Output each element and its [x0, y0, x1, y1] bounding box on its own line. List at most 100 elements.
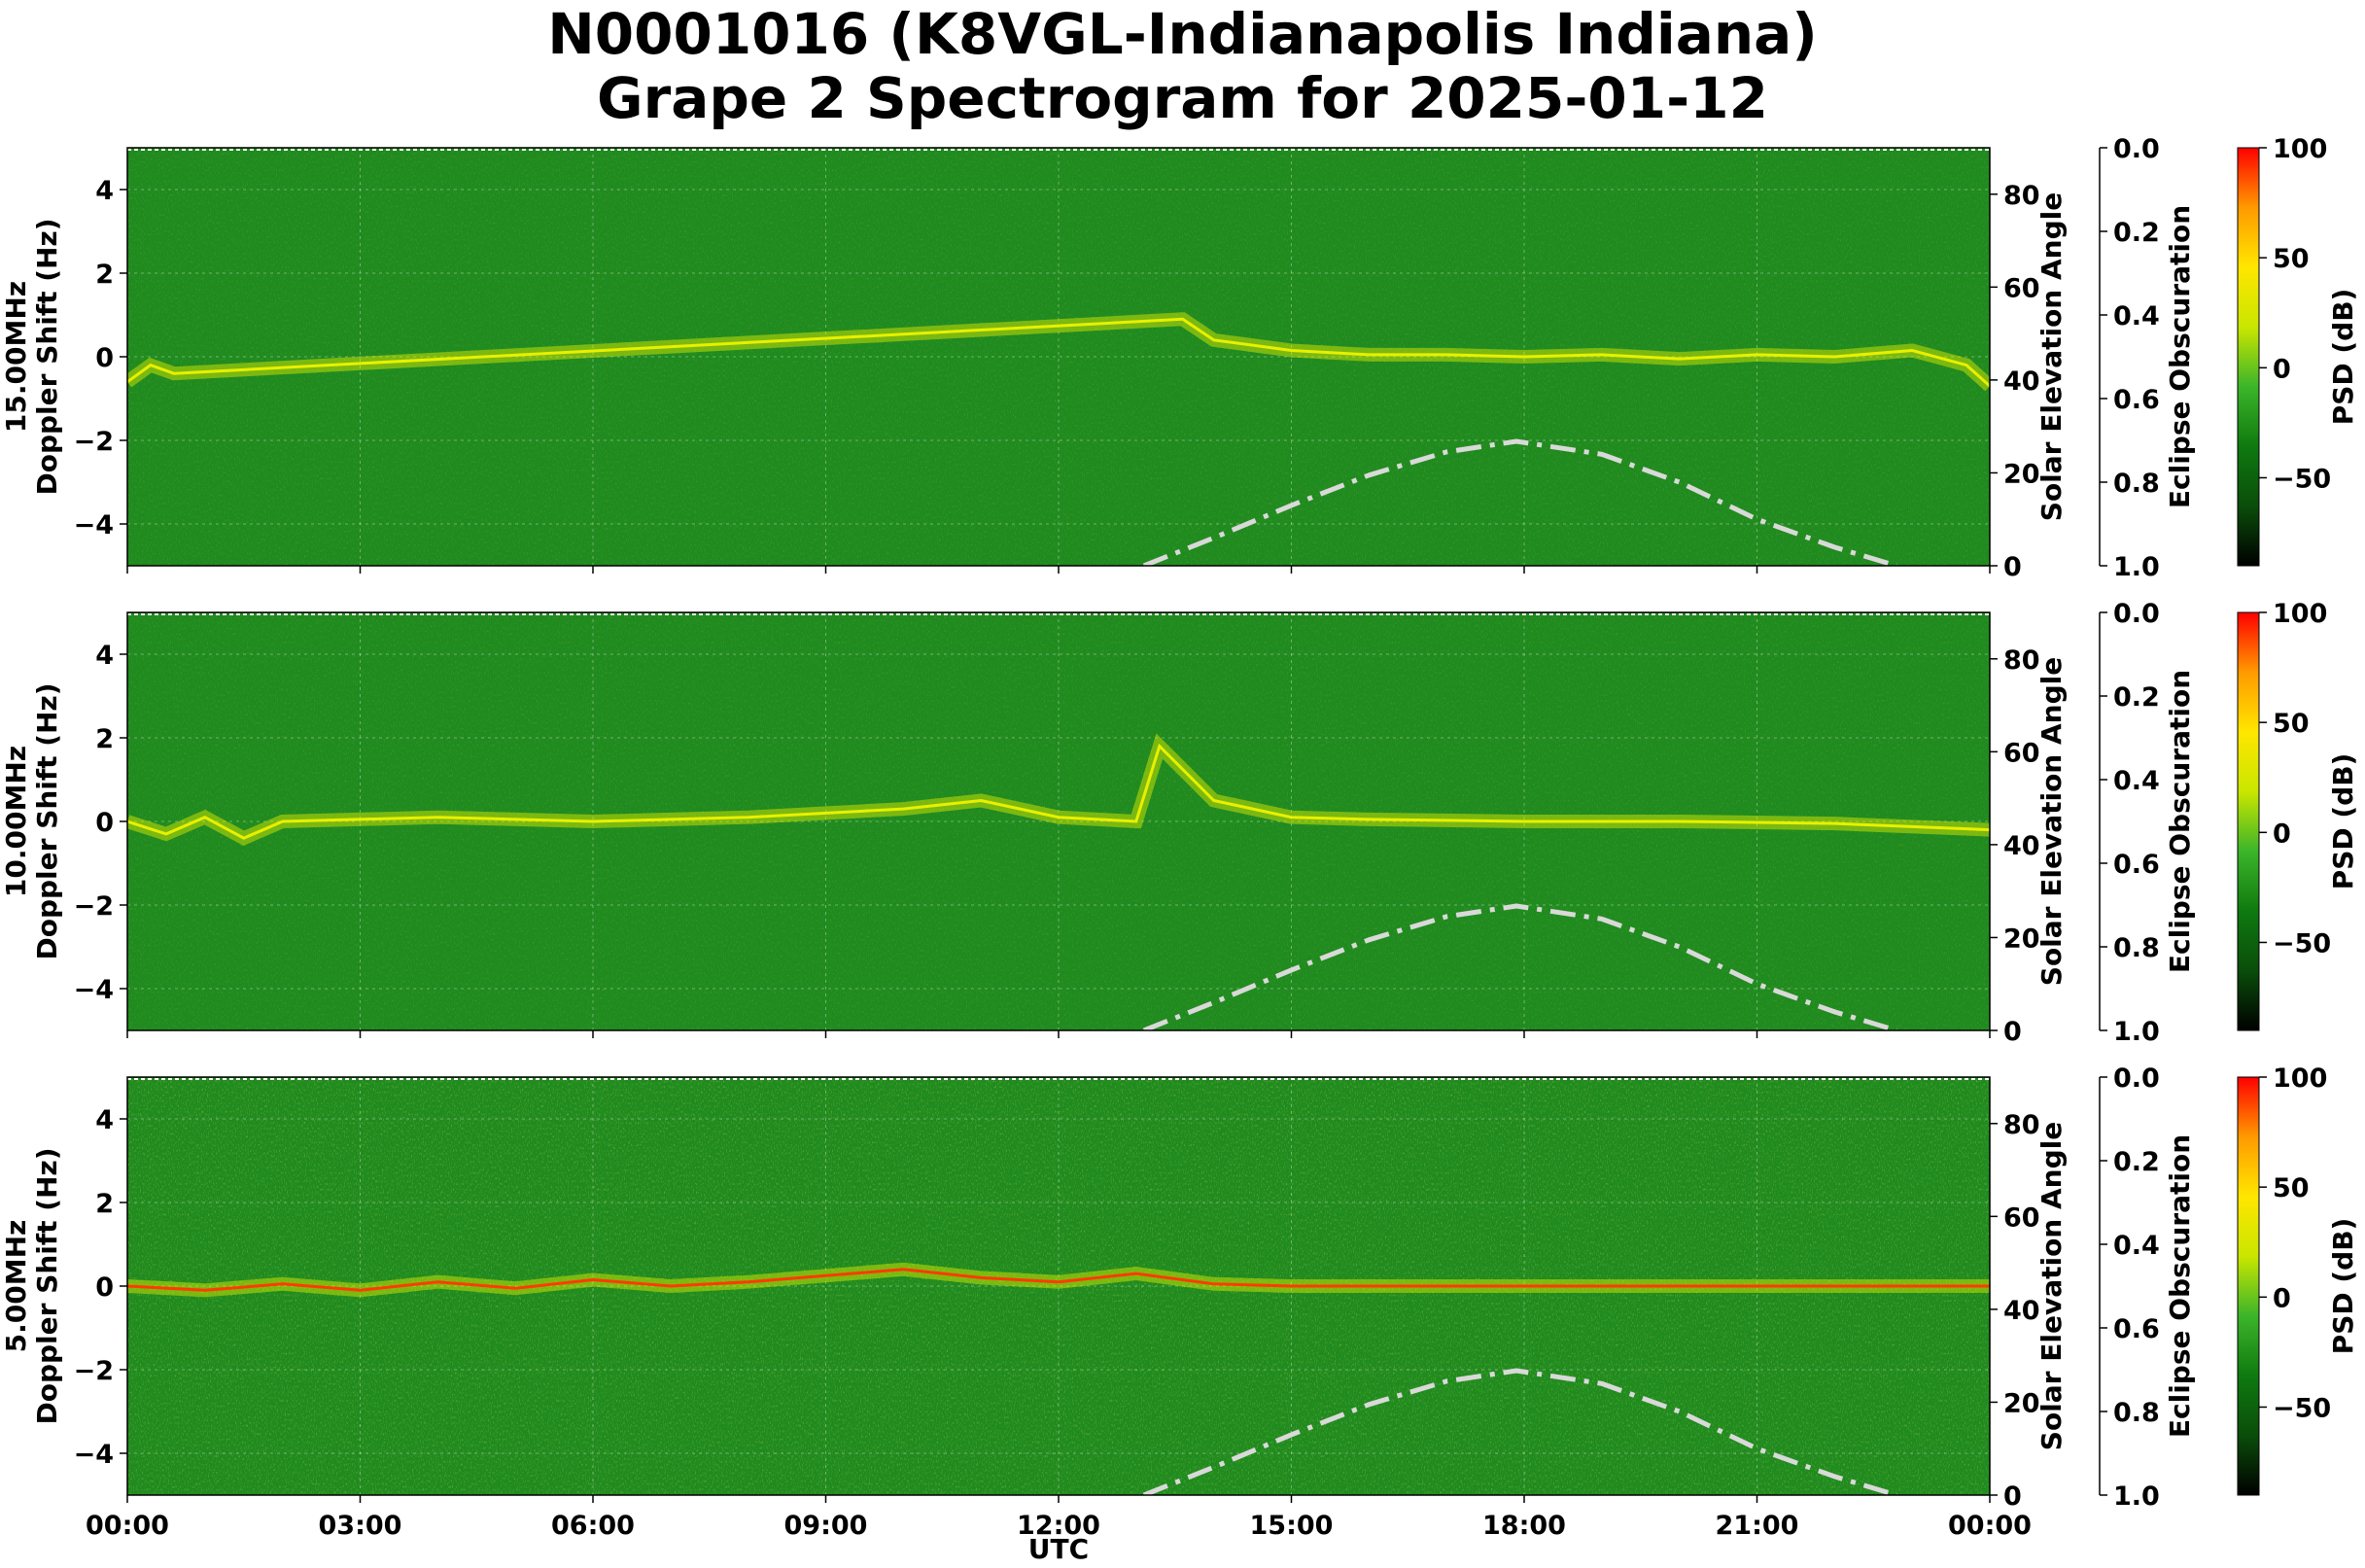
eclipse-tick-label: 0.8	[2113, 469, 2160, 499]
panel-15.00MHz: 420−2−415.00MHz Doppler Shift (Hz)8060402…	[0, 134, 2359, 582]
eclipse-tick-label: 0.8	[2113, 1398, 2160, 1428]
chart-title-line2: Grape 2 Spectrogram for 2025-01-12	[597, 65, 1768, 131]
solar-axis-label: Solar Elevation Angle	[2035, 192, 2068, 521]
solar-tick-label: 60	[2003, 1202, 2040, 1233]
solar-elevation-curve	[1142, 438, 1897, 566]
eclipse-axis-label: Eclipse Obscuration	[2164, 670, 2196, 973]
solar-tick-label: 80	[2003, 1110, 2040, 1140]
solar-tick-label: 40	[2003, 831, 2040, 861]
colorbar-tick-label: −50	[2273, 1393, 2331, 1423]
y-tick-label: 0	[95, 343, 114, 373]
eclipse-axis-label: Eclipse Obscuration	[2164, 205, 2196, 508]
eclipse-tick-label: 0.4	[2113, 301, 2160, 331]
x-tick-label: 03:00	[319, 1511, 402, 1541]
doppler-trace	[127, 743, 1990, 840]
y-axis-label: Doppler Shift (Hz)	[31, 218, 63, 495]
y-tick-label: 4	[95, 176, 114, 206]
spectrogram-content	[127, 148, 1990, 566]
x-tick-label: 00:00	[86, 1511, 169, 1541]
eclipse-tick-label: 0.0	[2113, 599, 2160, 629]
y-tick-label: 0	[95, 1272, 114, 1303]
spectrogram-content	[127, 1077, 1990, 1495]
y-tick-label: −4	[74, 1440, 114, 1470]
colorbar-tick-label: 0	[2273, 354, 2291, 384]
doppler-trace	[127, 1268, 1990, 1292]
eclipse-tick-label: 0.6	[2113, 1314, 2160, 1344]
eclipse-tick-label: 0.0	[2113, 1063, 2160, 1094]
panel-10.00MHz: 420−2−410.00MHz Doppler Shift (Hz)8060402…	[0, 599, 2359, 1047]
x-tick-label: 00:00	[1948, 1511, 2032, 1541]
panel-5.00MHz: 420−2−45.00MHz Doppler Shift (Hz)80604020…	[0, 1063, 2359, 1541]
solar-tick-label: 20	[2003, 1388, 2040, 1418]
eclipse-tick-label: 0.6	[2113, 385, 2160, 415]
solar-tick-label: 60	[2003, 738, 2040, 768]
colorbar-tick-label: 0	[2273, 819, 2291, 849]
x-tick-label: 21:00	[1716, 1511, 1799, 1541]
y-axis-label: Doppler Shift (Hz)	[31, 682, 63, 959]
chart-title-line1: N0001016 (K8VGL-Indianapolis Indiana)	[547, 1, 1818, 67]
solar-tick-label: 0	[2003, 552, 2022, 582]
x-axis-label: UTC	[1028, 1533, 1089, 1565]
y-axis-label: Doppler Shift (Hz)	[31, 1147, 63, 1424]
eclipse-tick-label: 0.6	[2113, 850, 2160, 880]
solar-tick-label: 0	[2003, 1017, 2022, 1047]
colorbar-tick-label: 50	[2273, 1173, 2310, 1203]
colorbar-tick-label: 100	[2273, 134, 2327, 164]
y-tick-label: 2	[95, 1189, 114, 1219]
solar-elevation-curve	[1142, 903, 1897, 1030]
colorbar-label: PSD (dB)	[2327, 1218, 2359, 1355]
colorbar-tick-label: −50	[2273, 928, 2331, 958]
panel-frequency-label: 5.00MHz	[0, 1220, 32, 1353]
solar-tick-label: 80	[2003, 645, 2040, 676]
y-tick-label: −2	[74, 427, 114, 457]
solar-tick-label: 80	[2003, 181, 2040, 211]
y-tick-label: 4	[95, 641, 114, 671]
solar-axis-label: Solar Elevation Angle	[2035, 657, 2068, 986]
colorbar-tick-label: −50	[2273, 464, 2331, 494]
colorbar	[2237, 147, 2260, 567]
solar-elevation-curve	[1142, 1368, 1897, 1495]
y-tick-label: −4	[74, 975, 114, 1005]
doppler-trace	[127, 317, 1990, 388]
solar-tick-label: 40	[2003, 1296, 2040, 1326]
x-tick-label: 12:00	[1017, 1511, 1100, 1541]
y-tick-label: 4	[95, 1105, 114, 1135]
x-tick-label: 06:00	[551, 1511, 635, 1541]
x-tick-label: 09:00	[784, 1511, 868, 1541]
colorbar-tick-label: 50	[2273, 709, 2310, 739]
spectrogram-content	[127, 612, 1990, 1030]
eclipse-tick-label: 0.4	[2113, 1231, 2160, 1261]
x-tick-label: 18:00	[1482, 1511, 1566, 1541]
eclipse-tick-label: 0.2	[2113, 1147, 2160, 1177]
eclipse-axis-label: Eclipse Obscuration	[2164, 1134, 2196, 1438]
eclipse-tick-label: 1.0	[2113, 552, 2160, 582]
colorbar-label: PSD (dB)	[2327, 289, 2359, 426]
colorbar-tick-label: 100	[2273, 599, 2327, 629]
y-tick-label: −2	[74, 891, 114, 922]
colorbar	[2237, 1076, 2260, 1496]
y-tick-label: 2	[95, 260, 114, 290]
solar-tick-label: 20	[2003, 459, 2040, 489]
eclipse-tick-label: 0.4	[2113, 766, 2160, 796]
y-tick-label: −2	[74, 1356, 114, 1386]
solar-tick-label: 0	[2003, 1481, 2022, 1512]
colorbar	[2237, 611, 2260, 1031]
eclipse-tick-label: 0.0	[2113, 134, 2160, 164]
solar-axis-label: Solar Elevation Angle	[2035, 1122, 2068, 1450]
solar-tick-label: 60	[2003, 273, 2040, 303]
eclipse-tick-label: 1.0	[2113, 1481, 2160, 1512]
eclipse-tick-label: 0.8	[2113, 933, 2160, 963]
colorbar-tick-label: 50	[2273, 244, 2310, 274]
colorbar-tick-label: 100	[2273, 1063, 2327, 1094]
colorbar-label: PSD (dB)	[2327, 753, 2359, 890]
colorbar-tick-label: 0	[2273, 1283, 2291, 1313]
y-tick-label: −4	[74, 510, 114, 540]
x-tick-label: 15:00	[1250, 1511, 1334, 1541]
eclipse-tick-label: 1.0	[2113, 1017, 2160, 1047]
eclipse-tick-label: 0.2	[2113, 218, 2160, 248]
panel-frequency-label: 15.00MHz	[0, 281, 32, 433]
y-tick-label: 0	[95, 808, 114, 838]
eclipse-tick-label: 0.2	[2113, 682, 2160, 713]
